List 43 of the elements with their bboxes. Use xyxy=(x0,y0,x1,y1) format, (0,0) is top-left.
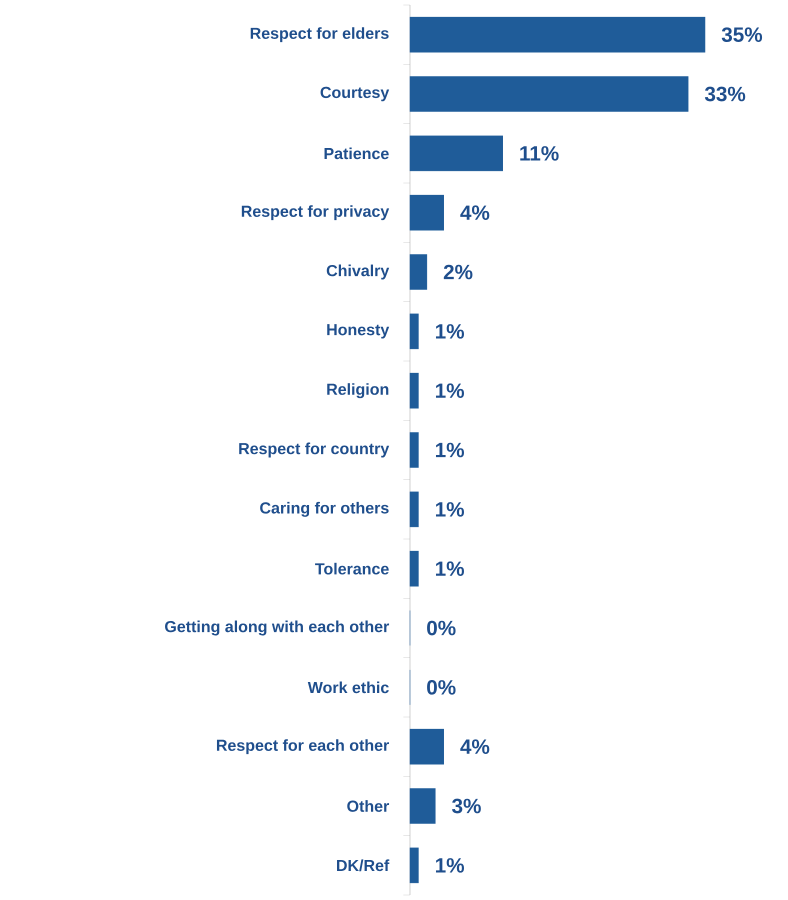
y-tick-label: Chivalry xyxy=(326,264,390,280)
bar xyxy=(410,372,419,408)
y-tick-label: Work ethic xyxy=(308,681,389,694)
data-label: 3% xyxy=(452,798,481,814)
y-tick-label: Patience xyxy=(324,147,389,160)
y-tick-label: Respect for privacy xyxy=(242,205,390,220)
bar xyxy=(410,492,419,528)
data-label: 0% xyxy=(427,620,456,636)
y-tick-label: DK/Ref xyxy=(337,859,390,872)
data-label: 1% xyxy=(436,502,464,517)
bar xyxy=(410,76,688,112)
data-label: 1% xyxy=(436,383,464,398)
y-tick-label: Religion xyxy=(327,383,388,398)
data-label: 1% xyxy=(436,324,464,339)
data-label: 1% xyxy=(436,442,464,458)
data-label: 11% xyxy=(520,146,559,161)
bar xyxy=(410,254,428,290)
bar xyxy=(410,848,419,884)
bar xyxy=(410,550,419,586)
bar xyxy=(410,194,444,230)
y-tick-label: Other xyxy=(347,800,390,812)
bar xyxy=(410,728,444,764)
bar xyxy=(410,432,419,468)
data-label: 1% xyxy=(436,561,464,576)
y-tick-label: Honesty xyxy=(327,324,390,339)
bar xyxy=(410,788,436,824)
bar xyxy=(410,136,503,172)
bar xyxy=(410,16,706,52)
data-label: 1% xyxy=(436,858,464,873)
y-tick-label: Respect for each other xyxy=(216,739,390,754)
data-label: 0% xyxy=(427,680,456,695)
y-tick-label: Caring for others xyxy=(260,502,389,517)
y-tick-label: Respect for elders xyxy=(250,27,389,42)
data-label: 35% xyxy=(722,27,762,42)
data-label: 4% xyxy=(460,739,490,754)
y-tick-label: Tolerance xyxy=(315,562,389,575)
y-tick-label: Courtesy xyxy=(320,86,390,102)
data-label: 2% xyxy=(444,264,472,280)
y-tick-label: Respect for country xyxy=(239,442,390,458)
y-tick-label: Getting along with each other xyxy=(165,620,390,636)
data-label: 33% xyxy=(704,86,746,102)
bar xyxy=(410,314,419,350)
data-label: 4% xyxy=(460,205,490,220)
